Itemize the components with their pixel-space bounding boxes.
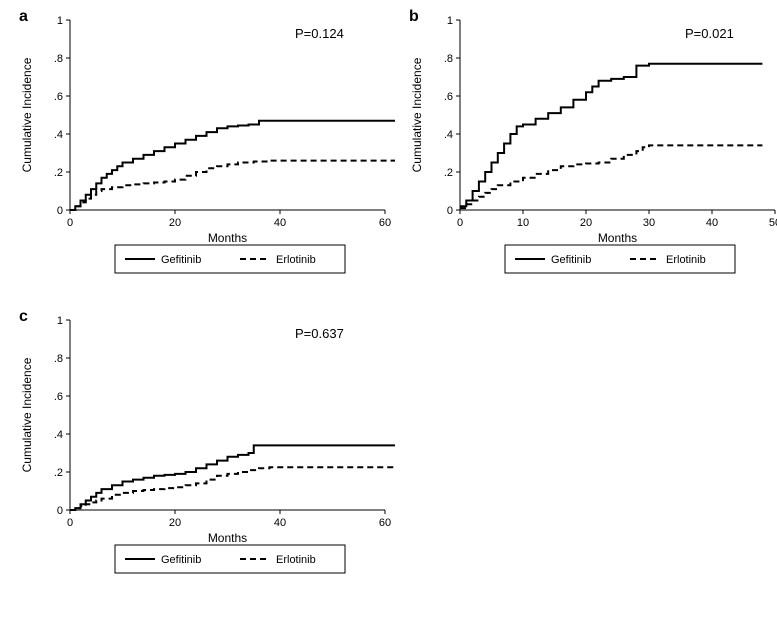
ytick-label: .6 [54, 91, 63, 103]
ytick-label: .8 [54, 53, 63, 65]
panel-label-b: b [409, 8, 419, 26]
panel-c: c 0 .2 .4 .6 .8 1 0 20 40 60 Months Cumulative Incid… [15, 310, 395, 600]
legend-label-erlotinib: Erlotinib [276, 254, 316, 266]
xtick-label: 20 [169, 517, 181, 529]
ylabel: Cumulative Incidence [20, 57, 34, 172]
xtick-label: 40 [706, 217, 718, 229]
legend-label-gefitinib: Gefitinib [551, 254, 591, 266]
pvalue-a: P=0.124 [295, 26, 344, 41]
chart-c: 0 .2 .4 .6 .8 1 0 20 40 60 Months Cumulative Incide… [15, 310, 395, 600]
xlabel: Months [208, 531, 247, 545]
chart-b: 0.2.4.6.8101020304050MonthsCumulative In… [405, 10, 777, 300]
chart-a: 0 .2 .4 .6 .8 1 0 20 40 60 Months Cumulative Incide… [15, 10, 395, 300]
legend-label-gefitinib: Gefitinib [161, 254, 201, 266]
xtick-label: 60 [379, 517, 391, 529]
pvalue-b: P=0.021 [685, 26, 734, 41]
series-gefitinib [70, 121, 395, 210]
ytick-label: .4 [444, 129, 453, 141]
ylabel: Cumulative Incidence [20, 357, 34, 472]
figure-container: a0.2.4.6.810204060MonthsCumulative Incid… [10, 10, 777, 608]
xtick-label: 40 [274, 517, 286, 529]
series-gefitinib [460, 64, 762, 207]
ytick-label: .4 [54, 429, 63, 441]
xlabel: Months [598, 231, 637, 245]
legend-label-erlotinib: Erlotinib [666, 254, 706, 266]
ytick-label: .6 [444, 91, 453, 103]
series-gefitinib [70, 445, 395, 510]
ytick-label: 1 [57, 15, 63, 27]
ytick-label: .8 [444, 53, 453, 65]
xtick-label: 20 [580, 217, 592, 229]
xtick-label: 50 [769, 217, 777, 229]
panel-b: b0.2.4.6.8101020304050MonthsCumulative I… [405, 10, 777, 300]
panel-a: a 0 .2 .4 .6 .8 1 0 20 40 60 Months Cumulative Incid… [15, 10, 395, 300]
ytick-label: .2 [54, 467, 63, 479]
series-erlotinib [70, 161, 395, 210]
xtick-label: 0 [67, 217, 73, 229]
ytick-label: .2 [54, 167, 63, 179]
ylabel: Cumulative Incidence [410, 57, 424, 172]
xlabel: Months [208, 231, 247, 245]
ytick-label: 1 [57, 315, 63, 327]
panel-label-c: c [19, 308, 28, 326]
xtick-label: 0 [457, 217, 463, 229]
series-erlotinib [70, 467, 395, 510]
ytick-label: 0 [57, 505, 63, 517]
pvalue-c: P=0.637 [295, 326, 344, 341]
legend-label-gefitinib: Gefitinib [161, 554, 201, 566]
xtick-label: 20 [169, 217, 181, 229]
ytick-label: .4 [54, 129, 63, 141]
ytick-label: 0 [57, 205, 63, 217]
xtick-label: 0 [67, 517, 73, 529]
ytick-label: .6 [54, 391, 63, 403]
series-erlotinib [460, 145, 762, 208]
ytick-label: .2 [444, 167, 453, 179]
ytick-label: .8 [54, 353, 63, 365]
ytick-label: 0 [447, 205, 453, 217]
ytick-label: 1 [447, 15, 453, 27]
legend-label-erlotinib: Erlotinib [276, 554, 316, 566]
xtick-label: 10 [517, 217, 529, 229]
xtick-label: 60 [379, 217, 391, 229]
xtick-label: 40 [274, 217, 286, 229]
panel-label-a: a [19, 8, 28, 26]
xtick-label: 30 [643, 217, 655, 229]
